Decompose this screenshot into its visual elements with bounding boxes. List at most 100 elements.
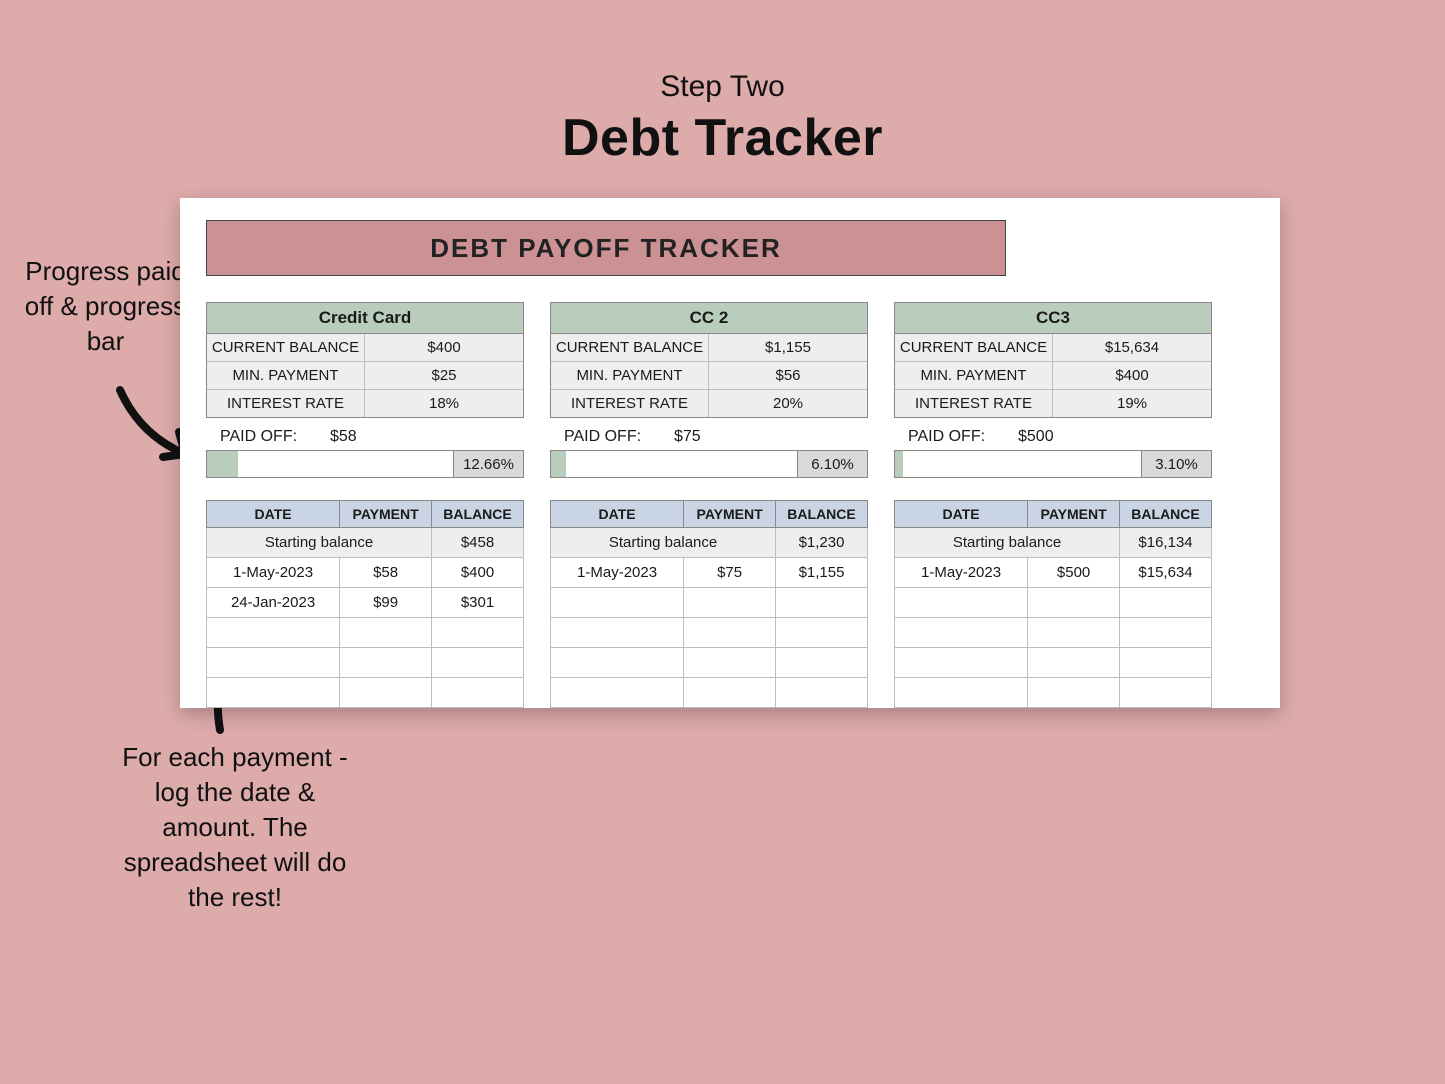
cell-date[interactable]: [895, 618, 1028, 648]
table-row: 1-May-2023 $75 $1,155: [551, 558, 868, 588]
table-row: 1-May-2023 $58 $400: [207, 558, 524, 588]
label-current-balance: CURRENT BALANCE: [551, 334, 709, 361]
cell-balance: [776, 618, 868, 648]
headline: Step Two Debt Tracker: [0, 70, 1445, 168]
annotation-logging: For each payment - log the date & amount…: [105, 740, 365, 915]
value-starting-balance[interactable]: $458: [432, 528, 524, 558]
label-starting-balance: Starting balance: [895, 528, 1120, 558]
cell-date[interactable]: 24-Jan-2023: [207, 588, 340, 618]
step-label: Step Two: [0, 70, 1445, 104]
cell-balance: [1120, 678, 1212, 708]
progress-wrap: 3.10%: [894, 450, 1212, 478]
value-current-balance[interactable]: $400: [365, 334, 523, 361]
col-header-date: DATE: [895, 501, 1028, 528]
table-row: [207, 678, 524, 708]
sheet-banner: DEBT PAYOFF TRACKER: [206, 220, 1006, 276]
progress-percent: 6.10%: [798, 450, 868, 478]
cell-balance: [776, 588, 868, 618]
cell-date[interactable]: [207, 678, 340, 708]
cell-balance: $1,155: [776, 558, 868, 588]
debt-card: CC 2 CURRENT BALANCE$1,155 MIN. PAYMENT$…: [550, 302, 868, 708]
progress-fill: [207, 451, 238, 477]
progress-fill: [551, 451, 566, 477]
value-paid-off: $500: [1018, 428, 1054, 445]
cell-date[interactable]: 1-May-2023: [551, 558, 684, 588]
table-row: [551, 618, 868, 648]
cell-balance: $400: [432, 558, 524, 588]
cell-date[interactable]: [551, 678, 684, 708]
cell-payment[interactable]: [340, 618, 432, 648]
cell-payment[interactable]: [1028, 588, 1120, 618]
cell-payment[interactable]: [340, 678, 432, 708]
value-current-balance[interactable]: $1,155: [709, 334, 867, 361]
cell-date[interactable]: [895, 588, 1028, 618]
cell-payment[interactable]: [684, 618, 776, 648]
table-row: [551, 678, 868, 708]
value-min-payment[interactable]: $56: [709, 362, 867, 389]
cell-date[interactable]: [551, 588, 684, 618]
debt-card-summary: Credit Card CURRENT BALANCE$400 MIN. PAY…: [206, 302, 524, 418]
starting-balance-row: Starting balance $16,134: [895, 528, 1212, 558]
cell-date[interactable]: [207, 648, 340, 678]
debt-cards-row: Credit Card CURRENT BALANCE$400 MIN. PAY…: [200, 302, 1260, 708]
cell-payment[interactable]: [684, 588, 776, 618]
progress-percent: 12.66%: [454, 450, 524, 478]
cell-payment[interactable]: [1028, 678, 1120, 708]
cell-payment[interactable]: $500: [1028, 558, 1120, 588]
cell-balance: [432, 648, 524, 678]
cell-date[interactable]: 1-May-2023: [207, 558, 340, 588]
cell-payment[interactable]: [1028, 648, 1120, 678]
cell-balance: [1120, 618, 1212, 648]
cell-balance: $15,634: [1120, 558, 1212, 588]
col-header-date: DATE: [551, 501, 684, 528]
cell-date[interactable]: [551, 648, 684, 678]
value-min-payment[interactable]: $400: [1053, 362, 1211, 389]
value-starting-balance[interactable]: $1,230: [776, 528, 868, 558]
table-row: [895, 678, 1212, 708]
label-interest-rate: INTEREST RATE: [895, 390, 1053, 417]
col-header-balance: BALANCE: [776, 501, 868, 528]
debt-card: CC3 CURRENT BALANCE$15,634 MIN. PAYMENT$…: [894, 302, 1212, 708]
payments-table: DATE PAYMENT BALANCE Starting balance $1…: [894, 500, 1212, 708]
label-min-payment: MIN. PAYMENT: [895, 362, 1053, 389]
col-header-date: DATE: [207, 501, 340, 528]
col-header-balance: BALANCE: [432, 501, 524, 528]
table-row: 24-Jan-2023 $99 $301: [207, 588, 524, 618]
cell-date[interactable]: [551, 618, 684, 648]
spreadsheet-card: DEBT PAYOFF TRACKER Credit Card CURRENT …: [180, 198, 1280, 708]
table-row: [207, 618, 524, 648]
value-interest-rate[interactable]: 19%: [1053, 390, 1211, 417]
cell-date[interactable]: [895, 678, 1028, 708]
cell-date[interactable]: 1-May-2023: [895, 558, 1028, 588]
cell-payment[interactable]: $75: [684, 558, 776, 588]
value-current-balance[interactable]: $15,634: [1053, 334, 1211, 361]
debt-card: Credit Card CURRENT BALANCE$400 MIN. PAY…: [206, 302, 524, 708]
col-header-payment: PAYMENT: [340, 501, 432, 528]
cell-payment[interactable]: $99: [340, 588, 432, 618]
annotation-progress: Progress paid off & progress bar: [18, 254, 193, 359]
cell-payment[interactable]: $58: [340, 558, 432, 588]
value-interest-rate[interactable]: 20%: [709, 390, 867, 417]
progress-bar: [206, 450, 454, 478]
cell-balance: [776, 648, 868, 678]
cell-payment[interactable]: [684, 678, 776, 708]
label-paid-off: PAID OFF:: [564, 428, 674, 446]
cell-payment[interactable]: [340, 648, 432, 678]
label-current-balance: CURRENT BALANCE: [895, 334, 1053, 361]
starting-balance-row: Starting balance $1,230: [551, 528, 868, 558]
cell-payment[interactable]: [684, 648, 776, 678]
value-starting-balance[interactable]: $16,134: [1120, 528, 1212, 558]
value-min-payment[interactable]: $25: [365, 362, 523, 389]
payments-table: DATE PAYMENT BALANCE Starting balance $4…: [206, 500, 524, 708]
debt-card-summary: CC3 CURRENT BALANCE$15,634 MIN. PAYMENT$…: [894, 302, 1212, 418]
payments-table: DATE PAYMENT BALANCE Starting balance $1…: [550, 500, 868, 708]
cell-date[interactable]: [895, 648, 1028, 678]
cell-date[interactable]: [207, 618, 340, 648]
cell-balance: [776, 678, 868, 708]
value-interest-rate[interactable]: 18%: [365, 390, 523, 417]
cell-payment[interactable]: [1028, 618, 1120, 648]
cell-balance: [432, 618, 524, 648]
table-row: [551, 648, 868, 678]
debt-card-name: CC3: [895, 303, 1211, 334]
col-header-payment: PAYMENT: [684, 501, 776, 528]
